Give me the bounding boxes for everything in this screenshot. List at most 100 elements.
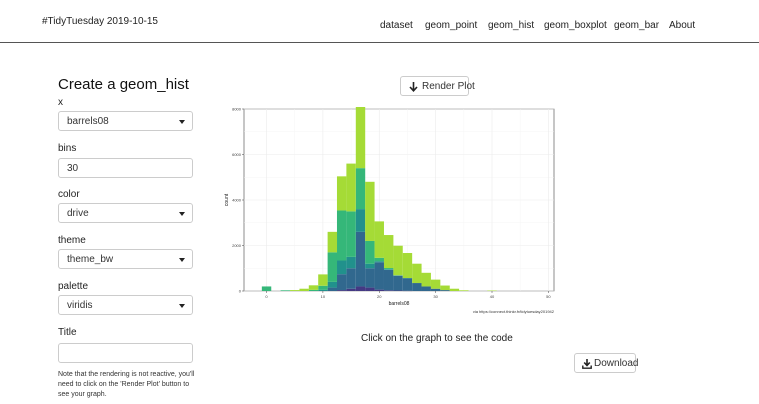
- histogram-bar: [308, 289, 319, 291]
- y-tick-label: 4000: [232, 198, 242, 203]
- histogram-bar: [365, 287, 375, 291]
- histogram-bar: [318, 285, 328, 290]
- histogram-bar: [412, 263, 422, 284]
- palette-label: palette: [58, 281, 89, 292]
- histogram-plot[interactable]: 0 2000 4000 6000 8000 0 10 20 30 40 50 barrels08 cou…: [222, 107, 558, 322]
- nav-link-about[interactable]: About: [669, 20, 696, 31]
- histogram-bar: [365, 240, 375, 264]
- brand-title[interactable]: #TidyTuesday 2019-10-15: [42, 16, 158, 27]
- x-tick-label: 30: [433, 294, 438, 299]
- nav-link-geom-bar[interactable]: geom_bar: [614, 20, 660, 31]
- download-button[interactable]: Download: [574, 353, 639, 373]
- x-tick-label: 40: [490, 294, 495, 299]
- histogram-bar: [430, 279, 441, 289]
- nav-link-dataset[interactable]: dataset: [380, 20, 413, 31]
- x-tick-label: 10: [321, 294, 326, 299]
- x-axis-label: barrels08: [389, 301, 410, 307]
- caret-down-icon: [179, 120, 185, 124]
- nav-link-geom-hist[interactable]: geom_hist: [488, 20, 535, 31]
- y-tick-label: 8000: [232, 107, 242, 112]
- nav-link-geom-point[interactable]: geom_point: [425, 20, 478, 31]
- y-tick-label: 2000: [232, 243, 242, 248]
- histogram-bar: [346, 288, 356, 291]
- histogram-bar: [346, 163, 356, 212]
- histogram-bar: [421, 286, 431, 291]
- histogram-bar: [327, 252, 338, 282]
- render-plot-label: Render Plot: [422, 81, 475, 92]
- histogram-bar: [449, 288, 460, 291]
- caret-down-icon: [179, 258, 185, 262]
- sidebar-title: Create a geom_hist: [58, 76, 189, 93]
- histogram-bar: [374, 221, 384, 258]
- x-select[interactable]: barrels08: [58, 111, 193, 131]
- bins-input[interactable]: 30: [58, 158, 193, 178]
- histogram-bar: [318, 274, 328, 286]
- histogram-bar: [327, 281, 338, 288]
- histogram-bar: [327, 287, 338, 291]
- histogram-bar: [365, 263, 375, 269]
- histogram-bar: [365, 268, 375, 288]
- download-label: Download: [594, 358, 639, 369]
- histogram-bar: [374, 289, 384, 291]
- bins-label: bins: [58, 143, 77, 154]
- title-label: Title: [58, 327, 77, 338]
- color-label: color: [58, 189, 80, 200]
- plot-caption: Click on the graph to see the code: [361, 333, 513, 344]
- histogram-bar: [412, 283, 422, 291]
- bins-input-value: 30: [67, 163, 79, 174]
- histogram-bar: [280, 290, 291, 291]
- x-tick-label: 20: [377, 294, 382, 299]
- histogram-bar: [336, 274, 347, 291]
- histogram-bar: [430, 288, 441, 291]
- y-tick-label: 0: [239, 289, 242, 294]
- histogram-bar: [383, 268, 394, 270]
- histogram-bar: [355, 209, 366, 232]
- histogram-bar: [290, 290, 300, 291]
- histogram-bar: [355, 286, 366, 291]
- histogram-bar: [383, 269, 394, 270]
- histogram-bar: [374, 262, 384, 290]
- navbar: #TidyTuesday 2019-10-15 dataset geom_poi…: [0, 0, 759, 43]
- histogram-bar: [440, 290, 450, 291]
- nav-link-geom-boxplot[interactable]: geom_boxplot: [544, 20, 607, 31]
- histogram-bar: [459, 290, 469, 291]
- x-select-value: barrels08: [67, 116, 109, 127]
- title-input[interactable]: [58, 343, 193, 363]
- color-select[interactable]: drive: [58, 203, 193, 223]
- caret-down-icon: [179, 304, 185, 308]
- x-label: x: [58, 97, 63, 108]
- theme-label: theme: [58, 235, 86, 246]
- histogram-bar: [261, 286, 272, 291]
- x-tick-label: 50: [546, 294, 551, 299]
- palette-select[interactable]: viridis: [58, 295, 193, 315]
- histogram-bar: [355, 231, 366, 287]
- histogram-bar: [383, 290, 394, 291]
- y-axis-label: count: [224, 193, 230, 206]
- histogram-bar: [383, 235, 394, 269]
- histogram-bar: [327, 231, 338, 253]
- render-plot-button[interactable]: Render Plot: [400, 76, 475, 96]
- histogram-bar: [318, 289, 328, 291]
- histogram-bar: [374, 261, 384, 263]
- histogram-bar: [393, 275, 403, 291]
- histogram-bar: [365, 181, 375, 241]
- x-tick-label: 0: [265, 294, 268, 299]
- render-note: Note that the rendering is not reactive,…: [58, 371, 195, 398]
- histogram-bar: [346, 211, 356, 257]
- theme-select[interactable]: theme_bw: [58, 249, 193, 269]
- histogram-bar: [421, 272, 431, 287]
- theme-select-value: theme_bw: [67, 254, 114, 265]
- y-tick-label: 6000: [232, 152, 242, 157]
- histogram-bar: [374, 257, 384, 262]
- histogram-bar: [393, 245, 403, 276]
- histogram-bar: [383, 269, 394, 291]
- histogram-bar: [346, 268, 356, 289]
- histogram-bar: [355, 107, 366, 169]
- histogram-bar: [355, 168, 366, 210]
- color-select-value: drive: [67, 208, 89, 219]
- histogram-bar: [402, 278, 413, 291]
- histogram-bar: [336, 290, 347, 291]
- histogram-bar: [402, 253, 413, 279]
- histogram-bar: [336, 260, 347, 275]
